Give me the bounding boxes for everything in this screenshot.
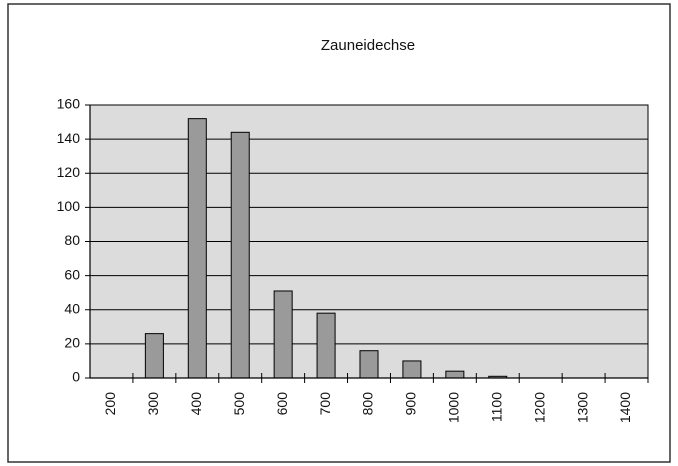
x-tick-label: 1400: [617, 392, 633, 423]
chart-title: Zauneidechse: [321, 37, 415, 54]
x-tick-label: 300: [145, 392, 161, 416]
x-tick-label: 1300: [574, 392, 590, 423]
y-tick-label: 100: [57, 198, 81, 214]
y-tick-label: 60: [64, 266, 80, 282]
bar: [144, 333, 164, 379]
x-tick-label: 500: [231, 392, 247, 416]
y-tick-label: 160: [57, 96, 81, 112]
y-tick-label: 80: [64, 232, 80, 248]
x-tick-label: 800: [360, 392, 376, 416]
x-tick-label: 600: [274, 392, 290, 416]
x-tick-label: 1000: [446, 392, 462, 423]
x-tick-label: 1200: [531, 392, 547, 423]
bar: [445, 370, 465, 379]
bar: [230, 131, 250, 379]
bar: [402, 360, 422, 379]
bar: [316, 312, 336, 379]
bar: [187, 118, 207, 379]
y-tick-label: 120: [57, 164, 81, 180]
x-tick-label: 400: [188, 392, 204, 416]
x-tick-label: 200: [102, 392, 118, 416]
bar: [273, 290, 293, 379]
y-tick-label: 40: [64, 300, 80, 316]
y-tick-label: 140: [57, 130, 81, 146]
bar: [359, 350, 379, 379]
x-tick-label: 900: [403, 392, 419, 416]
y-tick-label: 0: [72, 369, 80, 385]
y-tick-label: 20: [64, 335, 80, 351]
x-tick-label: 1100: [488, 392, 504, 422]
x-tick-label: 700: [317, 392, 333, 416]
